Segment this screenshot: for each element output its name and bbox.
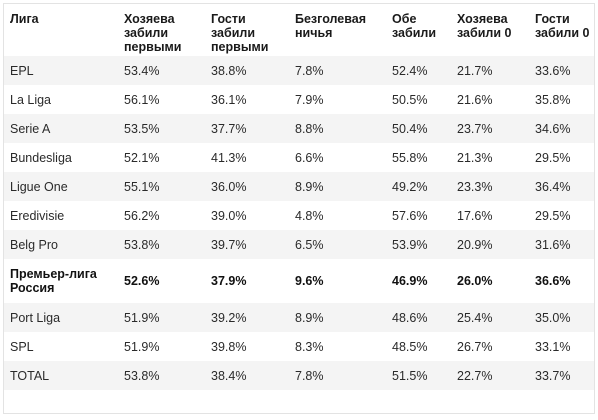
cell-league: Ligue One	[4, 172, 118, 201]
cell-league: SPL	[4, 332, 118, 361]
cell-away-zero: 33.7%	[529, 361, 594, 390]
cell-goalless-draw: 7.8%	[289, 361, 386, 390]
cell-home-first: 51.9%	[118, 303, 205, 332]
cell-home-first: 56.1%	[118, 85, 205, 114]
cell-both-scored: 55.8%	[386, 143, 451, 172]
header-goalless-draw: Безголевая ничья	[295, 12, 367, 40]
header-away-scored-zero: Гости забили 0	[535, 12, 590, 40]
table-row: Bundesliga 52.1% 41.3% 6.6% 55.8% 21.3% 29.5%	[4, 143, 594, 172]
header-league: Лига	[10, 12, 39, 26]
cell-goalless-draw: 7.9%	[289, 85, 386, 114]
cell-goalless-draw: 8.3%	[289, 332, 386, 361]
cell-home-zero: 26.0%	[451, 259, 529, 303]
cell-home-first: 56.2%	[118, 201, 205, 230]
cell-league: La Liga	[4, 85, 118, 114]
cell-league: Премьер-лига Россия	[4, 259, 118, 303]
cell-home-zero: 25.4%	[451, 303, 529, 332]
cell-home-first: 53.8%	[118, 361, 205, 390]
cell-league: Port Liga	[4, 303, 118, 332]
cell-home-first: 55.1%	[118, 172, 205, 201]
cell-away-first: 37.7%	[205, 114, 289, 143]
cell-goalless-draw: 9.6%	[289, 259, 386, 303]
cell-home-zero: 21.7%	[451, 56, 529, 85]
cell-both-scored: 50.5%	[386, 85, 451, 114]
table-row: EPL 53.4% 38.8% 7.8% 52.4% 21.7% 33.6%	[4, 56, 594, 85]
cell-home-zero: 20.9%	[451, 230, 529, 259]
table-row: Belg Pro 53.8% 39.7% 6.5% 53.9% 20.9% 31.6%	[4, 230, 594, 259]
cell-home-first: 53.4%	[118, 56, 205, 85]
cell-away-zero: 36.6%	[529, 259, 594, 303]
cell-league: Eredivisie	[4, 201, 118, 230]
cell-away-zero: 36.4%	[529, 172, 594, 201]
cell-goalless-draw: 4.8%	[289, 201, 386, 230]
cell-home-first: 53.5%	[118, 114, 205, 143]
cell-away-zero: 29.5%	[529, 143, 594, 172]
cell-away-zero: 29.5%	[529, 201, 594, 230]
cell-both-scored: 51.5%	[386, 361, 451, 390]
table-row: Eredivisie 56.2% 39.0% 4.8% 57.6% 17.6% 29.5%	[4, 201, 594, 230]
cell-goalless-draw: 7.8%	[289, 56, 386, 85]
table-row: Serie A 53.5% 37.7% 8.8% 50.4% 23.7% 34.6%	[4, 114, 594, 143]
cell-away-first: 39.8%	[205, 332, 289, 361]
cell-home-first: 52.1%	[118, 143, 205, 172]
cell-home-zero: 17.6%	[451, 201, 529, 230]
table-row: TOTAL 53.8% 38.4% 7.8% 51.5% 22.7% 33.7%	[4, 361, 594, 390]
cell-away-zero: 34.6%	[529, 114, 594, 143]
cell-both-scored: 57.6%	[386, 201, 451, 230]
cell-home-zero: 23.7%	[451, 114, 529, 143]
cell-away-zero: 35.8%	[529, 85, 594, 114]
cell-both-scored: 52.4%	[386, 56, 451, 85]
header-both-scored: Обе забили	[392, 12, 437, 40]
cell-away-zero: 35.0%	[529, 303, 594, 332]
cell-away-first: 37.9%	[205, 259, 289, 303]
cell-away-first: 36.1%	[205, 85, 289, 114]
cell-away-first: 39.2%	[205, 303, 289, 332]
cell-home-zero: 21.3%	[451, 143, 529, 172]
cell-home-first: 52.6%	[118, 259, 205, 303]
cell-both-scored: 49.2%	[386, 172, 451, 201]
header-home-scored-zero: Хозяева забили 0	[457, 12, 512, 40]
cell-goalless-draw: 8.9%	[289, 172, 386, 201]
cell-home-zero: 21.6%	[451, 85, 529, 114]
header-away-scored-first: Гости забили первыми	[211, 12, 269, 54]
cell-league: EPL	[4, 56, 118, 85]
cell-league: Serie A	[4, 114, 118, 143]
table-row: Премьер-лига Россия 52.6% 37.9% 9.6% 46.9% 26…	[4, 259, 594, 303]
cell-home-first: 51.9%	[118, 332, 205, 361]
cell-away-first: 38.4%	[205, 361, 289, 390]
cell-away-first: 41.3%	[205, 143, 289, 172]
cell-home-zero: 26.7%	[451, 332, 529, 361]
cell-away-first: 38.8%	[205, 56, 289, 85]
table-row: Port Liga 51.9% 39.2% 8.9% 48.6% 25.4% 35.0%	[4, 303, 594, 332]
stats-table-container: Лига Хозяева забили первыми Гости забили…	[3, 3, 595, 414]
cell-away-zero: 33.1%	[529, 332, 594, 361]
cell-both-scored: 48.5%	[386, 332, 451, 361]
cell-league: TOTAL	[4, 361, 118, 390]
table-row: La Liga 56.1% 36.1% 7.9% 50.5% 21.6% 35.8%	[4, 85, 594, 114]
table-row: SPL 51.9% 39.8% 8.3% 48.5% 26.7% 33.1%	[4, 332, 594, 361]
cell-home-first: 53.8%	[118, 230, 205, 259]
cell-home-zero: 23.3%	[451, 172, 529, 201]
table-row: Ligue One 55.1% 36.0% 8.9% 49.2% 23.3% 36.4%	[4, 172, 594, 201]
cell-away-zero: 31.6%	[529, 230, 594, 259]
league-stats-table: Лига Хозяева забили первыми Гости забили…	[4, 4, 594, 390]
cell-away-first: 39.0%	[205, 201, 289, 230]
cell-goalless-draw: 8.8%	[289, 114, 386, 143]
cell-away-first: 36.0%	[205, 172, 289, 201]
cell-both-scored: 53.9%	[386, 230, 451, 259]
cell-home-zero: 22.7%	[451, 361, 529, 390]
cell-both-scored: 50.4%	[386, 114, 451, 143]
cell-away-first: 39.7%	[205, 230, 289, 259]
cell-both-scored: 48.6%	[386, 303, 451, 332]
cell-away-zero: 33.6%	[529, 56, 594, 85]
cell-league: Bundesliga	[4, 143, 118, 172]
table-header-row: Лига Хозяева забили первыми Гости забили…	[4, 4, 594, 56]
cell-league: Belg Pro	[4, 230, 118, 259]
cell-goalless-draw: 8.9%	[289, 303, 386, 332]
cell-goalless-draw: 6.5%	[289, 230, 386, 259]
cell-goalless-draw: 6.6%	[289, 143, 386, 172]
header-home-scored-first: Хозяева забили первыми	[124, 12, 182, 54]
cell-both-scored: 46.9%	[386, 259, 451, 303]
